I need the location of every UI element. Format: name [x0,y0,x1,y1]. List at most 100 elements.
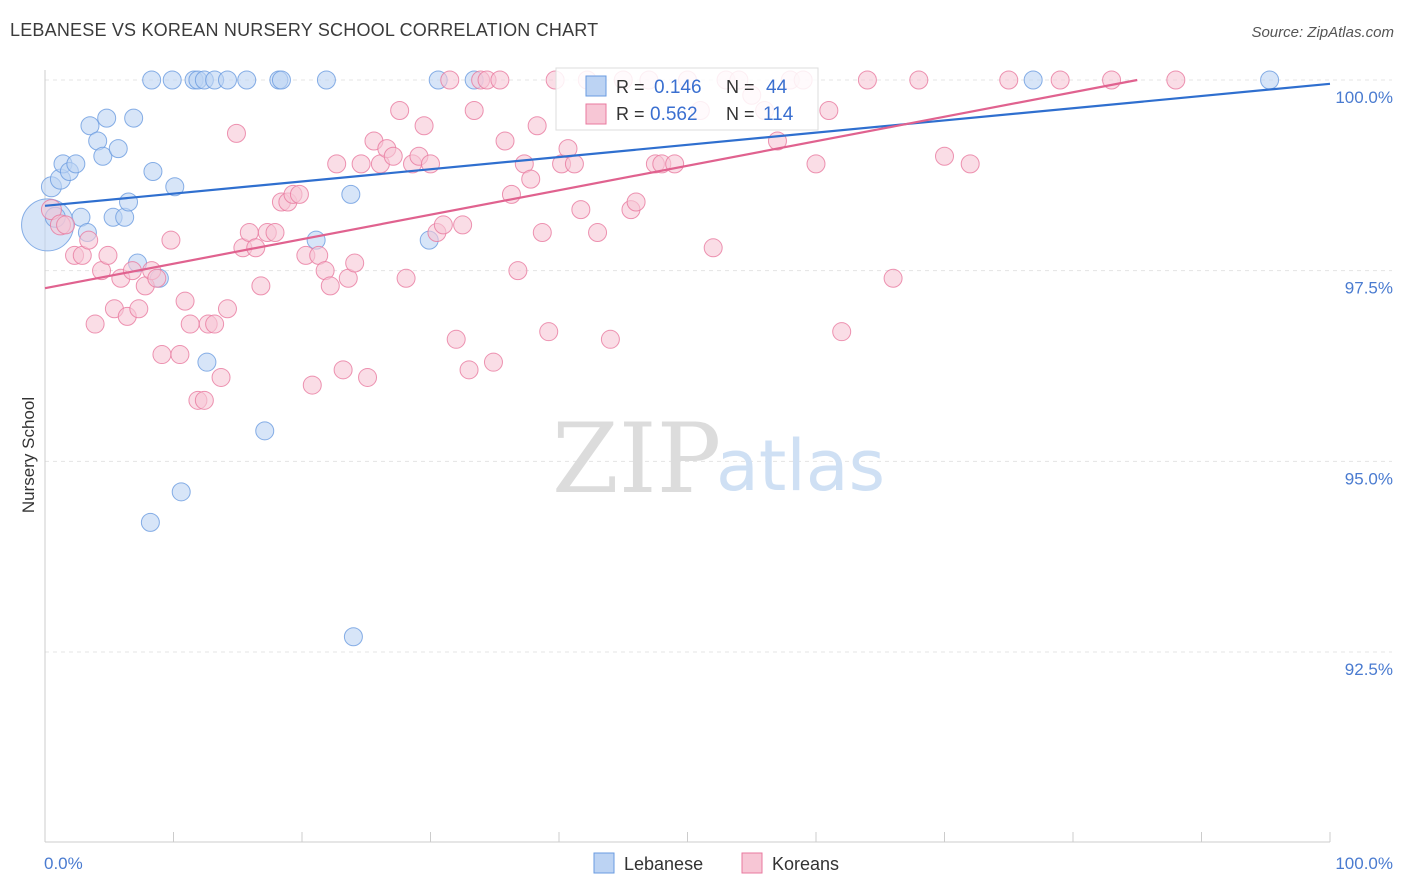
korean-point-112 [999,70,1019,90]
trend-lines [44,78,1331,290]
y-tick-label-1: 95.0% [1345,469,1393,488]
korean-point-17 [152,345,172,365]
korean-point-26 [211,367,231,387]
korean-point-62 [440,70,460,90]
y-tick-labels: 92.5% 95.0% 97.5% 100.0% [1335,88,1393,679]
lebanese-point-31 [217,70,237,90]
korean-point-53 [383,146,403,166]
korean-point-2 [56,215,76,235]
korean-point-25 [205,314,225,334]
lebanese-point-6 [66,154,86,174]
lebanese-point-14 [108,139,128,159]
y-tick-label-0: 92.5% [1345,660,1393,679]
lebanese-r-value: 0.146 [654,77,702,98]
lebanese-r-label: R = [616,77,645,97]
korean-point-40 [302,375,322,395]
lebanese-point-44 [1260,70,1280,90]
korean-point-78 [539,322,559,342]
korean-point-23 [194,390,214,410]
lebanese-point-24 [165,177,185,197]
korean-point-64 [453,215,473,235]
korean-point-19 [170,345,190,365]
korean-point-75 [521,169,541,189]
korean-point-28 [226,123,246,143]
lebanese-n-label: N = [726,77,755,97]
korean-point-85 [588,223,608,243]
lebanese-point-37 [316,70,336,90]
korean-point-55 [396,268,416,288]
korean-point-108 [883,268,903,288]
y-axis-label: Nursery School [19,397,38,513]
korean-point-61 [433,215,453,235]
koreans-n-label: N = [726,104,755,124]
lebanese-point-32 [237,70,257,90]
source-credit: Source: ZipAtlas.com [1251,24,1394,41]
lebanese-point-19 [140,512,160,532]
legend-label-koreans[interactable]: Koreans [772,854,839,874]
korean-point-69 [483,352,503,372]
korean-point-105 [819,101,839,121]
lebanese-n-value: 44 [766,77,788,98]
korean-point-89 [626,192,646,212]
korean-point-13 [129,299,149,319]
koreans-n-value: 114 [763,104,794,125]
korean-point-44 [327,154,347,174]
lebanese-point-23 [162,70,182,90]
korean-point-58 [414,116,434,136]
lebanese-trend-line [44,82,1331,207]
watermark-atlas: atlas [716,425,885,507]
lebanese-point-33 [255,421,275,441]
korean-point-113 [1050,70,1070,90]
korean-point-16 [147,268,167,288]
korean-point-43 [320,276,340,296]
korean-point-47 [345,253,365,273]
koreans-swatch-small [585,103,607,125]
koreans-trend-line [44,78,1138,290]
korean-point-106 [832,322,852,342]
koreans-r-value: 0.562 [650,104,698,125]
korean-point-77 [532,223,552,243]
lebanese-point-12 [97,108,117,128]
korean-point-54 [390,101,410,121]
x-tick-marks [44,832,1331,842]
legend-label-lebanese[interactable]: Lebanese [624,854,703,874]
korean-point-109 [909,70,929,90]
korean-point-38 [289,184,309,204]
korean-point-83 [571,200,591,220]
korean-point-107 [857,70,877,90]
koreans-r-label: R = [616,104,645,124]
gridlines [45,79,1392,653]
korean-point-27 [217,299,237,319]
korean-point-34 [265,223,285,243]
lebanese-point-21 [143,162,163,182]
korean-point-76 [527,116,547,136]
chart-title: LEBANESE VS KOREAN NURSERY SCHOOL CORREL… [10,20,599,40]
lebanese-swatch-small [585,75,607,97]
korean-point-49 [358,367,378,387]
korean-point-73 [508,261,528,281]
korean-point-20 [175,291,195,311]
lebanese-point-17 [124,108,144,128]
korean-point-45 [333,360,353,380]
korean-point-6 [85,314,105,334]
legend-swatch-koreans[interactable] [741,852,763,874]
korean-point-48 [351,154,371,174]
korean-point-5 [79,230,99,250]
korean-point-18 [161,230,181,250]
korean-point-8 [98,245,118,265]
lebanese-point-16 [119,192,139,212]
lebanese-point-39 [343,627,363,647]
bottom-legend: Lebanese Koreans [593,852,839,874]
lebanese-point-20 [142,70,162,90]
x-tick-label-min: 0.0% [44,854,83,873]
korean-point-82 [564,154,584,174]
y-tick-label-3: 100.0% [1335,88,1393,107]
watermark-zip: ZIP [552,403,721,515]
korean-point-96 [703,238,723,258]
korean-point-63 [446,329,466,349]
y-tick-label-2: 97.5% [1345,279,1393,298]
legend-swatch-lebanese[interactable] [593,852,615,874]
korean-point-86 [600,329,620,349]
lebanese-point-38 [341,184,361,204]
